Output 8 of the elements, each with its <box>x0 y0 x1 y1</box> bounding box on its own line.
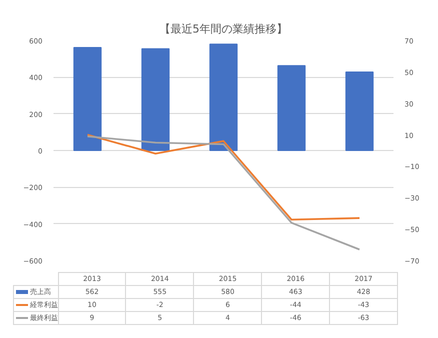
bar <box>73 46 102 151</box>
bar <box>141 48 170 151</box>
line-series <box>86 134 360 221</box>
bar <box>277 65 306 151</box>
line-series <box>86 135 360 250</box>
chart-title: 【最近5年間の業績推移】 <box>160 22 288 36</box>
bar <box>345 72 374 151</box>
bar <box>209 44 238 151</box>
